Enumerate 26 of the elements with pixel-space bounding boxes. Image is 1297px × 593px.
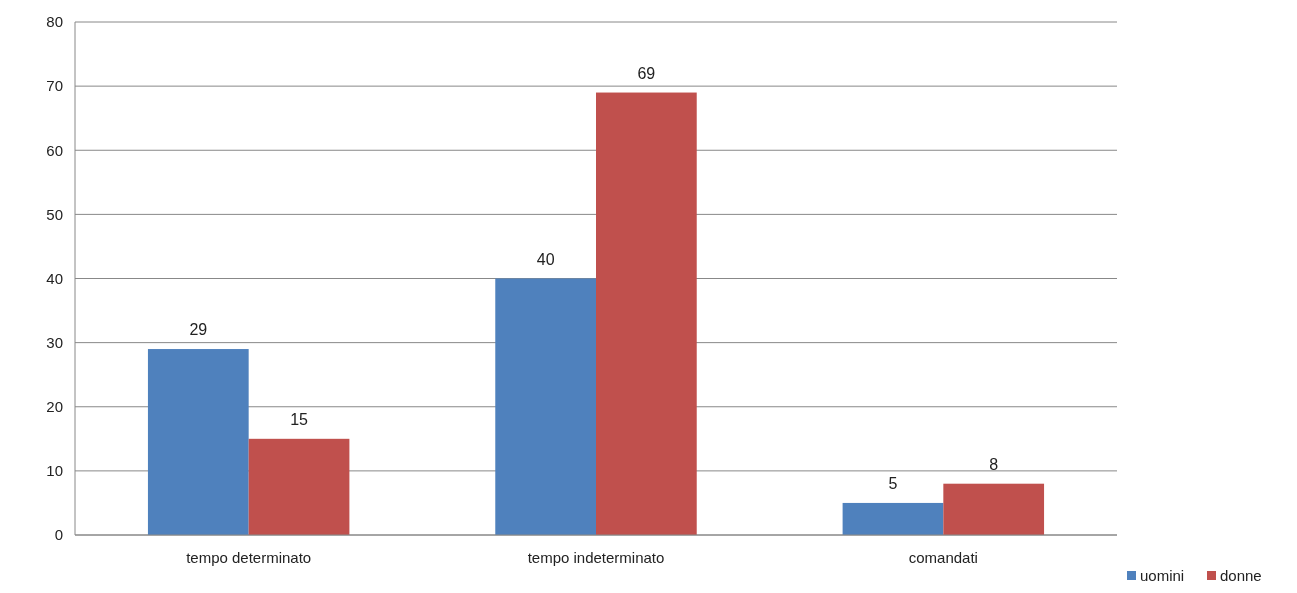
data-label: 8 bbox=[989, 455, 999, 473]
bar bbox=[943, 483, 1045, 535]
bar bbox=[248, 438, 350, 535]
y-tick-label: 80 bbox=[46, 13, 63, 31]
bar bbox=[596, 92, 697, 535]
y-tick-label: 50 bbox=[46, 205, 63, 223]
data-label: 40 bbox=[536, 250, 555, 268]
x-tick-label: tempo determinato bbox=[186, 549, 312, 566]
data-label: 29 bbox=[189, 321, 208, 339]
y-tick-label: 10 bbox=[46, 462, 63, 480]
legend-label: uomini bbox=[1140, 567, 1185, 584]
y-tick-label: 40 bbox=[46, 269, 63, 287]
y-tick-label: 60 bbox=[46, 141, 63, 159]
x-tick-label: comandati bbox=[908, 549, 978, 566]
y-tick-label: 0 bbox=[54, 526, 63, 544]
bar bbox=[842, 502, 944, 535]
data-label: 69 bbox=[637, 64, 656, 82]
y-tick-label: 30 bbox=[46, 333, 63, 351]
data-label: 5 bbox=[888, 474, 898, 492]
legend-label: donne bbox=[1220, 567, 1262, 584]
bar bbox=[147, 349, 249, 535]
bar bbox=[495, 278, 596, 535]
y-tick-label: 20 bbox=[46, 398, 63, 415]
x-tick-label: tempo indeterminato bbox=[527, 549, 665, 566]
y-tick-label: 70 bbox=[46, 77, 63, 95]
data-label: 15 bbox=[290, 410, 309, 428]
